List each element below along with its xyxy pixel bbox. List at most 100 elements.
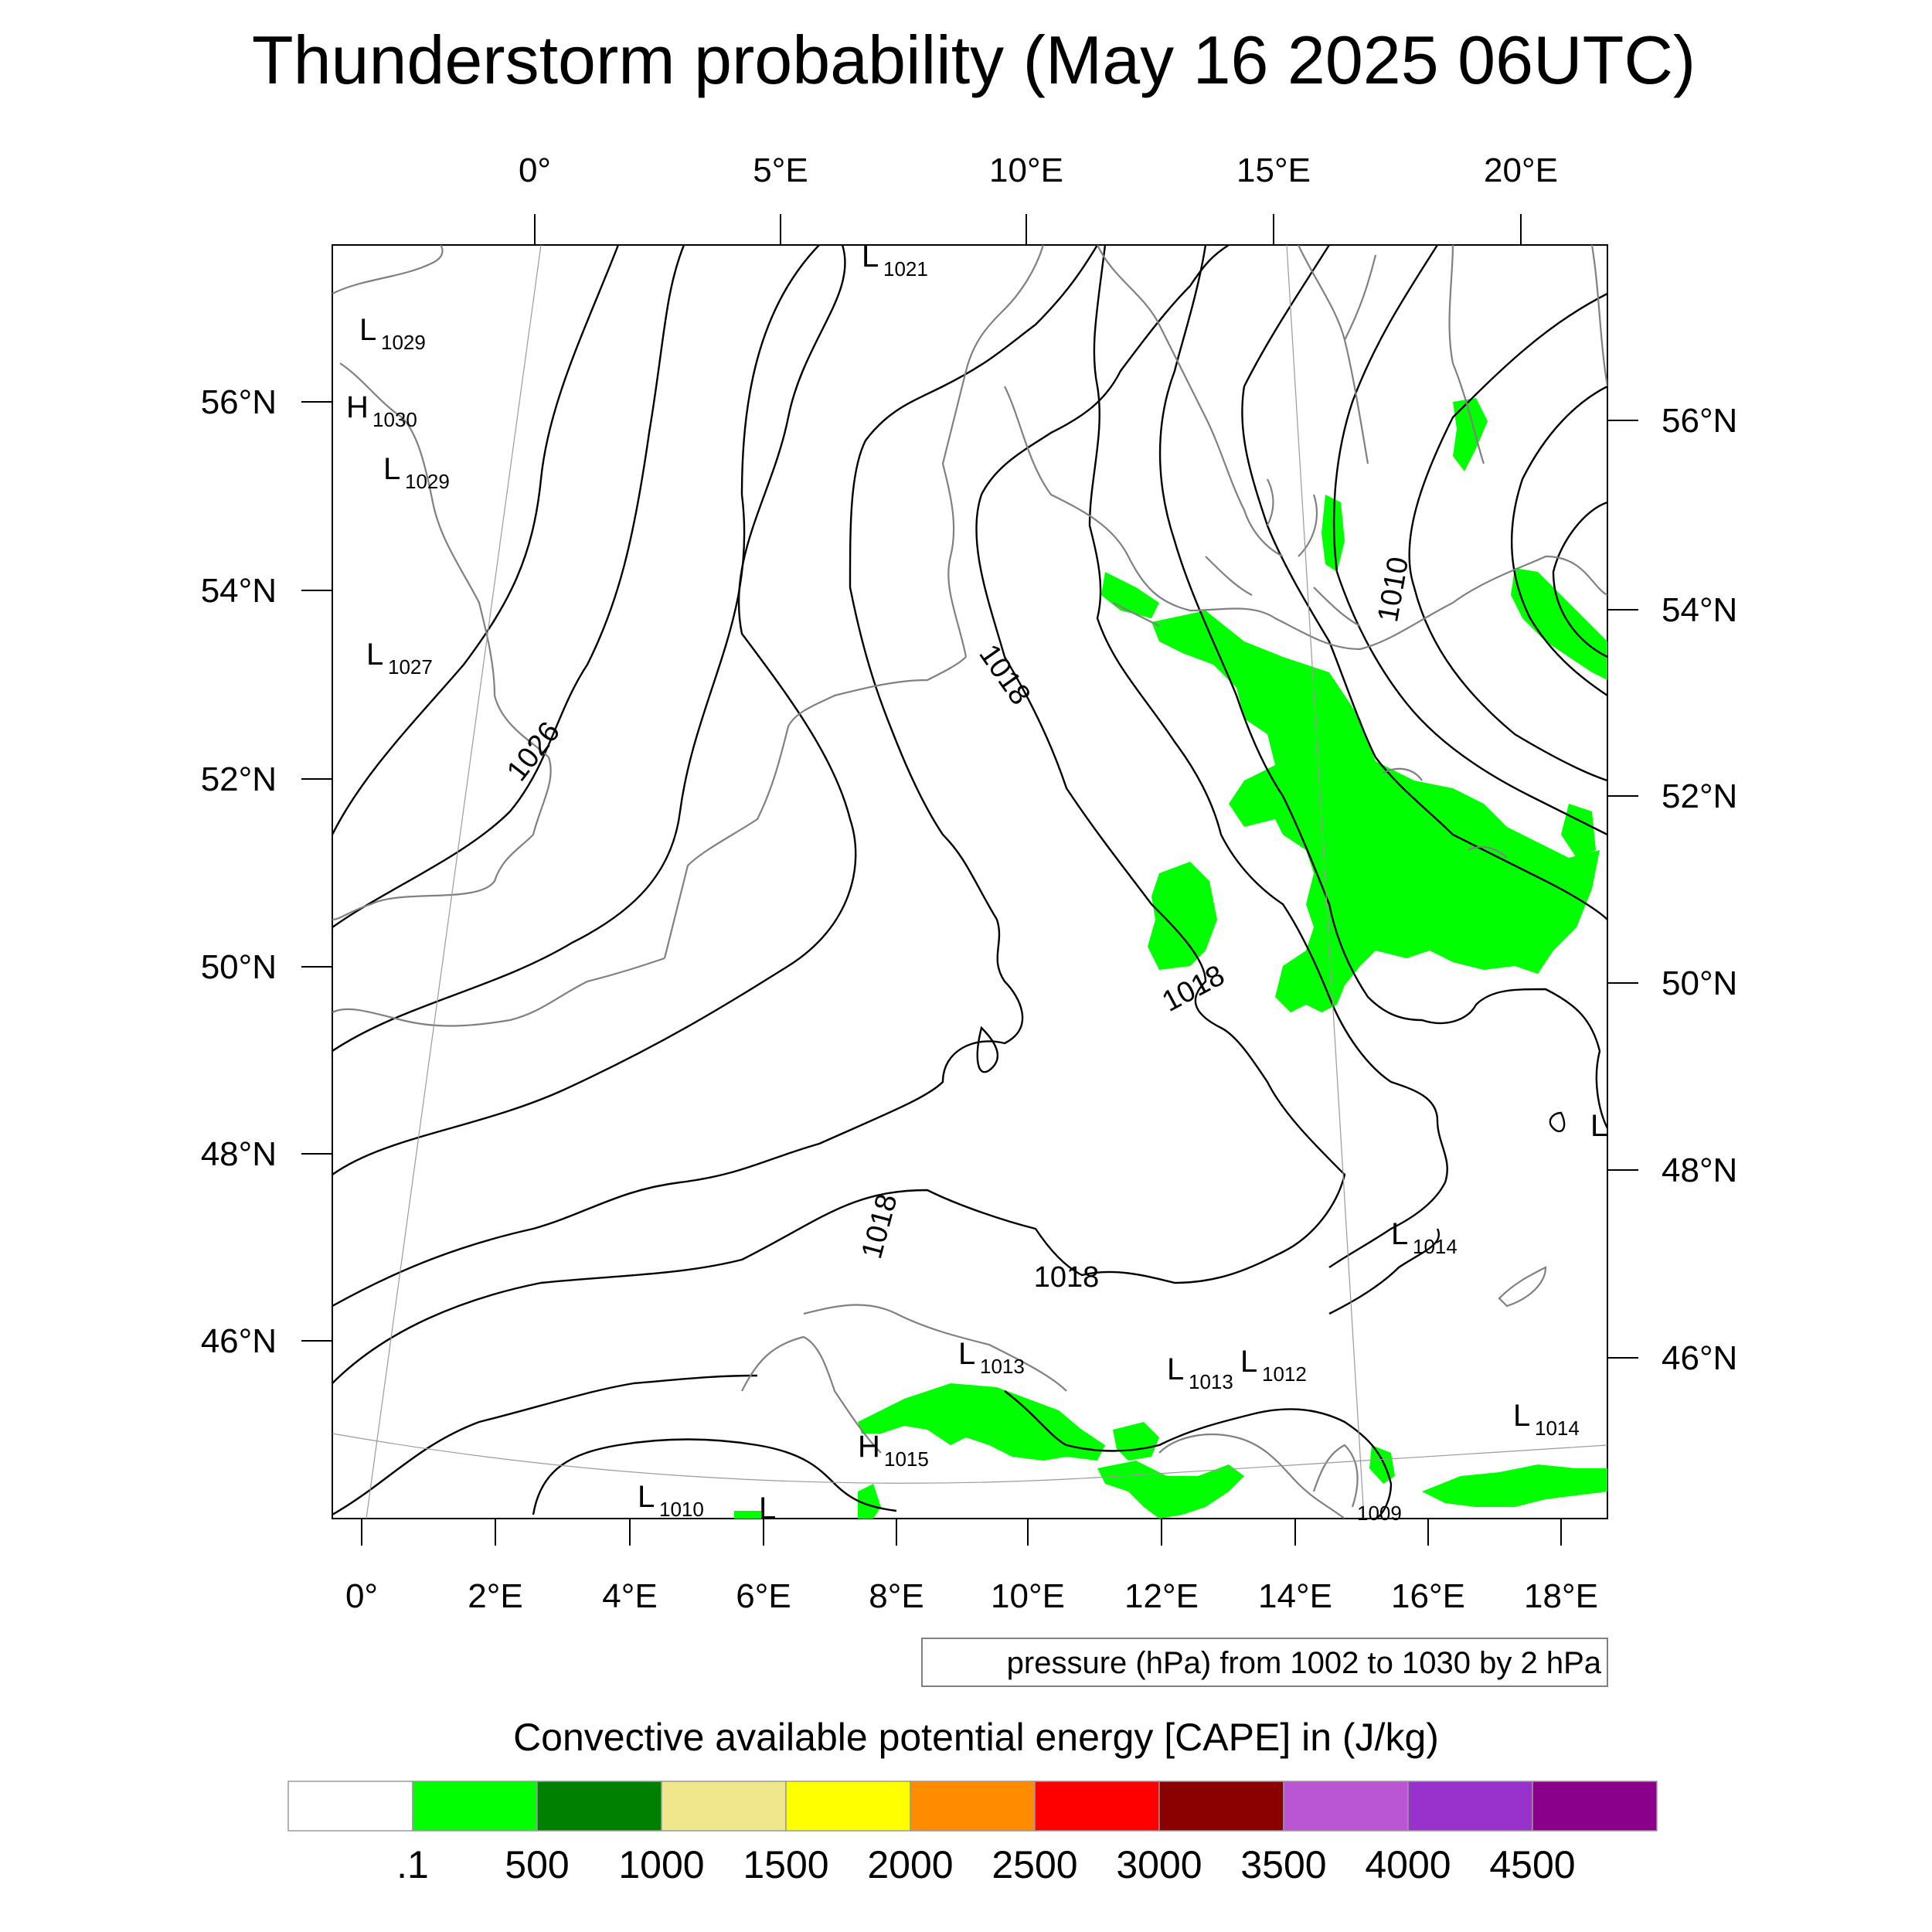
svg-text:L: L	[958, 1337, 975, 1371]
isobar-line	[332, 1374, 758, 1516]
svg-text:H: H	[346, 390, 369, 424]
svg-text:1015: 1015	[884, 1447, 929, 1471]
svg-text:L: L	[1391, 1217, 1408, 1251]
svg-text:1014: 1014	[1413, 1235, 1458, 1258]
left-lat-axis: 56°N 54°N 52°N 50°N 48°N 46°N	[201, 383, 332, 1360]
isobar-line	[332, 245, 1099, 1308]
isobars	[332, 245, 1607, 1519]
cape-area-kaliningrad	[1321, 495, 1345, 572]
svg-text:H: H	[858, 1430, 880, 1464]
coastline	[663, 656, 967, 959]
left-lat-label: 56°N	[201, 383, 277, 421]
top-lon-label: 0°	[519, 151, 551, 189]
top-lon-axis: 0° 5°E 10°E 15°E 20°E	[519, 151, 1558, 245]
svg-text:1012: 1012	[1262, 1362, 1307, 1386]
colorbar-label: 3500	[1240, 1843, 1326, 1886]
colorbar-swatch	[661, 1781, 787, 1832]
colorbar-swatch	[1532, 1781, 1658, 1832]
right-lat-label: 46°N	[1662, 1339, 1737, 1377]
left-lat-label: 46°N	[201, 1322, 277, 1360]
right-lat-axis: 56°N 54°N 52°N 50°N 48°N 46°N	[1607, 402, 1737, 1377]
cape-area-alps	[858, 1383, 1105, 1461]
isobar-line	[1552, 501, 1607, 658]
cape-area-slovakia	[1561, 804, 1596, 858]
cape-area-bohemia	[1148, 862, 1217, 970]
colorbar-title: Convective available potential energy [C…	[513, 1716, 1439, 1759]
colorbar-label: 1000	[618, 1843, 704, 1886]
figure-title: Thunderstorm probability (May 16 2025 06…	[252, 22, 1696, 98]
isobar-line	[532, 1438, 897, 1515]
coastline	[1267, 478, 1318, 557]
right-lat-label: 54°N	[1662, 591, 1737, 629]
svg-text:L: L	[1513, 1399, 1530, 1433]
colorbar-label: 500	[505, 1843, 569, 1886]
svg-text:L: L	[638, 1480, 655, 1514]
pressure-center: L 1029	[383, 452, 450, 493]
pressure-center: L	[1590, 1109, 1607, 1143]
isobar-line	[1549, 1111, 1566, 1133]
pressure-center: 1009	[1357, 1502, 1402, 1525]
svg-text:L: L	[366, 638, 383, 672]
colorbar-label: 4000	[1365, 1843, 1451, 1886]
coastline	[1004, 386, 1607, 651]
colorbar-swatch	[910, 1781, 1036, 1832]
isobar-line	[976, 1026, 998, 1073]
cape-shading	[734, 398, 1607, 1519]
coastline	[1312, 1444, 1359, 1508]
svg-text:1009: 1009	[1357, 1502, 1402, 1525]
svg-text:L: L	[862, 240, 879, 274]
isobar-line	[1241, 245, 1607, 920]
cape-area-serbia	[1422, 1464, 1607, 1507]
coastline	[1498, 1266, 1547, 1308]
bottom-lon-label: 0°	[345, 1577, 378, 1615]
isobar-line	[332, 245, 620, 835]
colorbar-swatch	[1283, 1781, 1409, 1832]
isobar-line	[332, 245, 1346, 1384]
svg-text:1030: 1030	[372, 408, 417, 431]
coastlines	[332, 245, 1607, 1519]
coastline	[803, 1304, 1067, 1392]
graticule-line	[1286, 245, 1365, 1519]
cape-area-baltic	[1511, 568, 1607, 680]
colorbar-label: 2500	[992, 1843, 1077, 1886]
colorbar-swatch	[1407, 1781, 1533, 1832]
colorbar-swatch	[536, 1781, 662, 1832]
pressure-center: H 1030	[346, 390, 417, 431]
right-lat-label: 50°N	[1662, 964, 1737, 1002]
top-lon-label: 5°E	[753, 151, 808, 189]
pressure-center: L 1014	[1391, 1217, 1458, 1258]
colorbar-labels: .1 500 1000 1500 2000 2500 3000 3500 4000 4500	[396, 1843, 1575, 1886]
bottom-lon-label: 4°E	[602, 1577, 657, 1615]
isobar-label: 1018	[1034, 1261, 1100, 1294]
colorbar-label: 4500	[1489, 1843, 1575, 1886]
bottom-lon-label: 10°E	[991, 1577, 1065, 1615]
pressure-center: L	[759, 1492, 776, 1526]
cape-area-italy2	[734, 1511, 761, 1519]
graticule-line	[332, 1433, 1607, 1484]
coastline	[1112, 556, 1361, 627]
bottom-lon-label: 14°E	[1258, 1577, 1332, 1615]
svg-text:L: L	[1240, 1345, 1257, 1379]
coastline	[1590, 245, 1607, 387]
pressure-center: H 1015	[858, 1430, 929, 1471]
left-lat-label: 54°N	[201, 572, 277, 610]
isobar-line	[1004, 1390, 1393, 1519]
svg-text:L: L	[1590, 1109, 1607, 1143]
bottom-lon-label: 2°E	[468, 1577, 522, 1615]
svg-text:L: L	[1167, 1352, 1184, 1386]
svg-text:1010: 1010	[659, 1498, 704, 1521]
isobar-line	[1158, 245, 1607, 1129]
colorbar-swatch	[1158, 1781, 1284, 1832]
coastline	[1383, 767, 1508, 859]
isobar-line	[332, 245, 820, 1052]
colorbar-swatch	[412, 1781, 538, 1832]
pressure-center-labels: L 1021 L 1029 H 1030 L 1029 L 1027 L 1014 L 101…	[346, 240, 1607, 1526]
pressure-center: L 1014	[1513, 1399, 1580, 1440]
bottom-lon-label: 8°E	[869, 1577, 923, 1615]
coastline	[1158, 1433, 1345, 1519]
coastline	[1298, 245, 1369, 464]
left-lat-label: 48°N	[201, 1135, 277, 1173]
right-lat-label: 48°N	[1662, 1151, 1737, 1189]
colorbar-swatch	[287, 1781, 413, 1832]
